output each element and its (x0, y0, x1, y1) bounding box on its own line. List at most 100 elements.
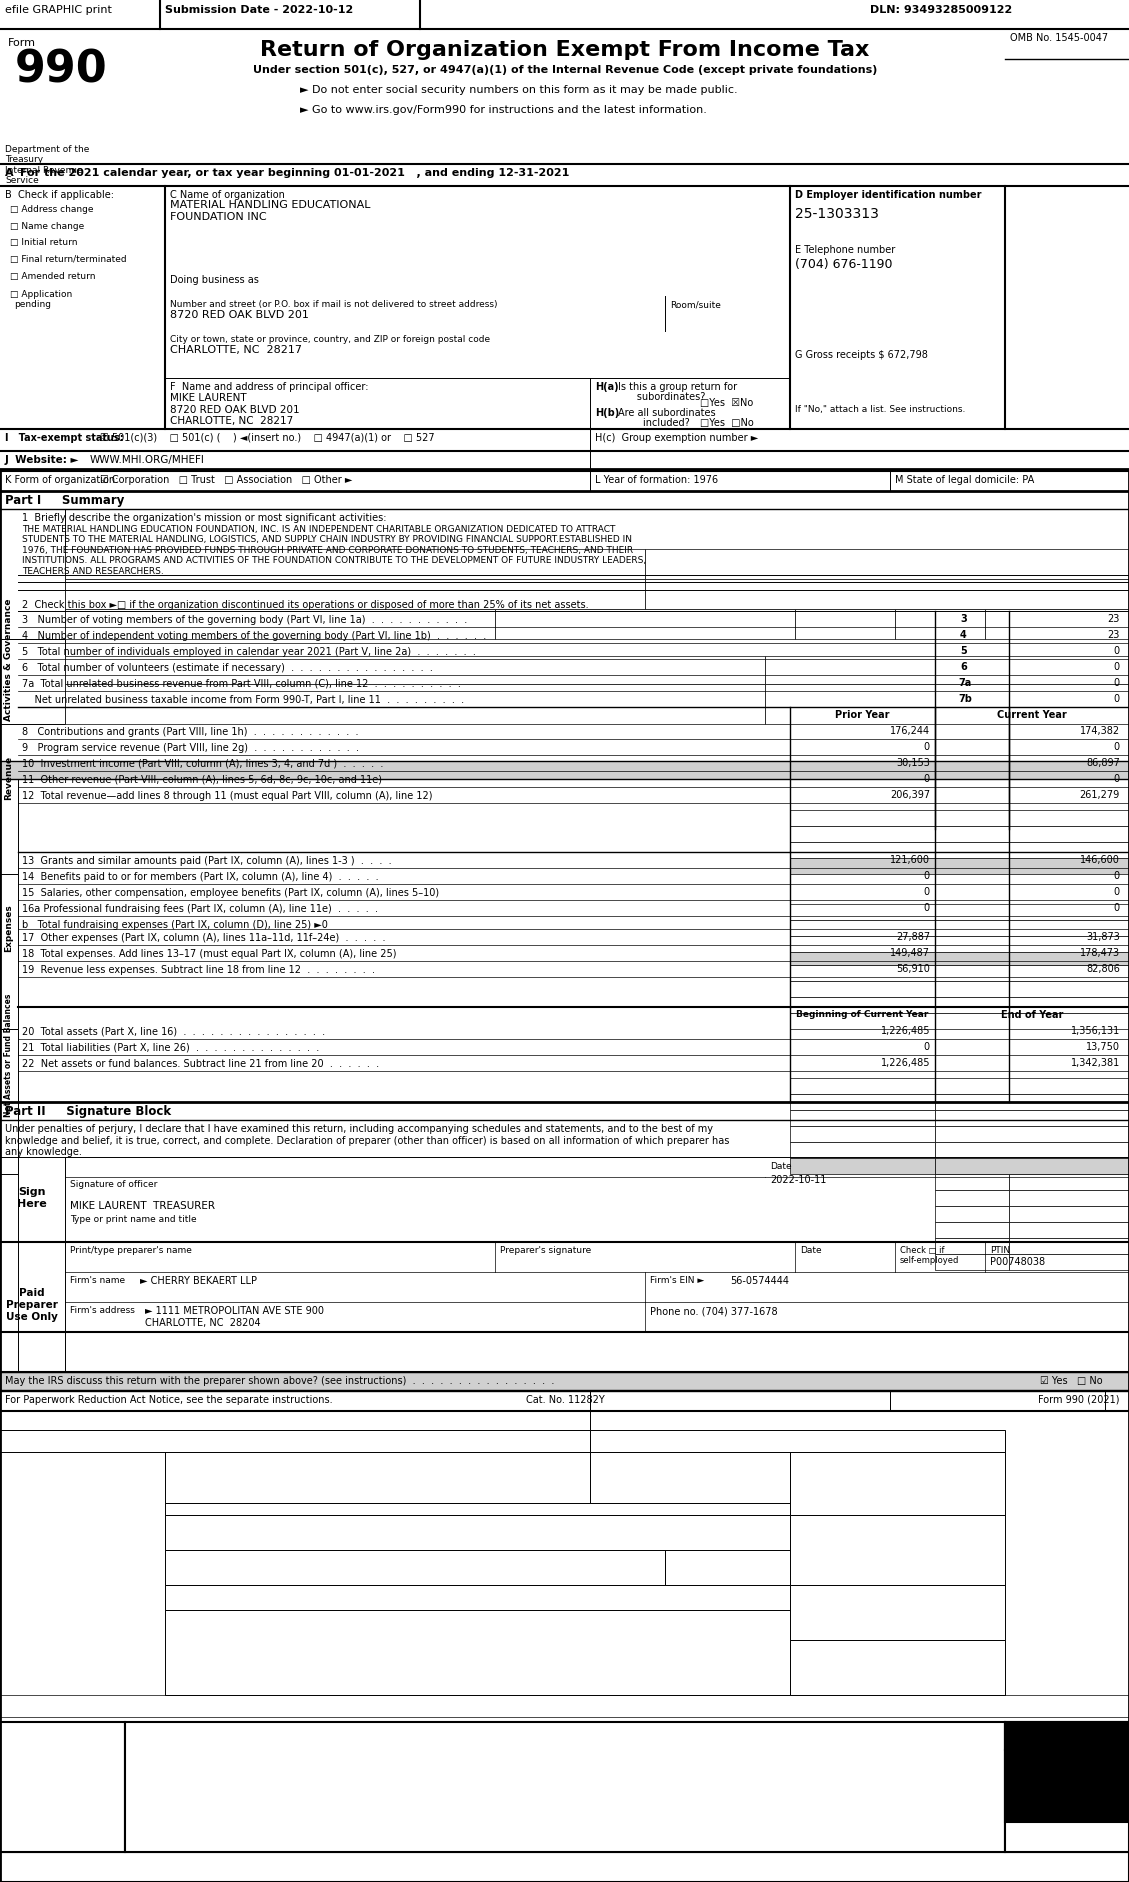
Bar (790, 1095, 935, 1110)
Text: 18  Total expenses. Add lines 13–17 (must equal Part IX, column (A), line 25): 18 Total expenses. Add lines 13–17 (must… (21, 949, 396, 958)
Bar (984, 610, 1129, 640)
Text: ☑ Yes   □ No: ☑ Yes □ No (1040, 1376, 1103, 1385)
Bar (0, 1391, 590, 1410)
Bar (165, 1453, 590, 1504)
Text: 0: 0 (924, 903, 930, 913)
Text: Current Year: Current Year (997, 710, 1067, 719)
Bar (165, 1515, 790, 1551)
Text: □Yes  ☒No: □Yes ☒No (700, 397, 753, 408)
Text: Date: Date (800, 1246, 822, 1253)
Text: DLN: 93493285009122: DLN: 93493285009122 (870, 6, 1013, 15)
Text: 1,342,381: 1,342,381 (1070, 1058, 1120, 1067)
Text: 3: 3 (960, 614, 966, 623)
Bar (165, 1504, 790, 1515)
Text: 0: 0 (1114, 662, 1120, 672)
Bar (935, 982, 1129, 997)
Text: F  Name and address of principal officer:: F Name and address of principal officer: (170, 382, 368, 391)
Text: Activities & Governance: Activities & Governance (5, 598, 14, 721)
Bar (1009, 1174, 1129, 1191)
Text: 8   Contributions and grants (Part VIII, line 1h)  .  .  .  .  .  .  .  .  .  . : 8 Contributions and grants (Part VIII, l… (21, 726, 359, 736)
Bar (590, 1453, 790, 1504)
Bar (935, 826, 1129, 843)
Bar (935, 1174, 1009, 1191)
Text: Type or print name and title: Type or print name and title (70, 1214, 196, 1223)
Text: 0: 0 (1114, 742, 1120, 751)
Bar (1009, 1238, 1129, 1253)
Bar (0, 1029, 18, 1174)
Text: efile GRAPHIC print: efile GRAPHIC print (5, 6, 112, 15)
Bar (935, 1159, 1129, 1174)
Text: Net unrelated business taxable income from Form 990-T, Part I, line 11  .  .  . : Net unrelated business taxable income fr… (21, 694, 464, 704)
Text: 82,806: 82,806 (1086, 964, 1120, 973)
Bar (790, 997, 935, 1014)
Bar (935, 1221, 1009, 1238)
Bar (790, 982, 935, 997)
Bar (790, 1159, 935, 1174)
Bar (790, 858, 935, 875)
Text: 16a Professional fundraising fees (Part IX, column (A), line 11e)  .  .  .  .  .: 16a Professional fundraising fees (Part … (21, 903, 378, 913)
Bar (935, 965, 1129, 982)
Text: 25-1303313: 25-1303313 (795, 207, 878, 220)
Text: Department of the
Treasury
Internal Revenue
Service: Department of the Treasury Internal Reve… (5, 145, 89, 184)
Text: Return of Organization Exempt From Income Tax: Return of Organization Exempt From Incom… (261, 40, 869, 60)
Bar (765, 685, 1129, 725)
Text: 12  Total revenue—add lines 8 through 11 (must equal Part VIII, column (A), line: 12 Total revenue—add lines 8 through 11 … (21, 790, 432, 800)
Text: 21  Total liabilities (Part X, line 26)  .  .  .  .  .  .  .  .  .  .  .  .  .  : 21 Total liabilities (Part X, line 26) .… (21, 1043, 320, 1052)
Bar (790, 905, 935, 920)
Bar (125, 1722, 1005, 1852)
Text: ☑ 501(c)(3)    □ 501(c) (    ) ◄(insert no.)    □ 4947(a)(1) or    □ 527: ☑ 501(c)(3) □ 501(c) ( ) ◄(insert no.) □… (100, 433, 435, 442)
Bar (1009, 1191, 1129, 1206)
Bar (790, 952, 935, 965)
Text: 2022-10-11: 2022-10-11 (770, 1174, 826, 1184)
Bar (935, 1110, 1129, 1127)
Text: J  Website: ►: J Website: ► (5, 455, 79, 465)
Bar (935, 1142, 1129, 1159)
Text: 14  Benefits paid to or for members (Part IX, column (A), line 4)  .  .  .  .  .: 14 Benefits paid to or for members (Part… (21, 871, 378, 881)
Bar (935, 1206, 1009, 1221)
Bar (935, 1127, 1129, 1142)
Bar (935, 858, 1129, 875)
Text: 0: 0 (1114, 646, 1120, 655)
Text: Submission Date - 2022-10-12: Submission Date - 2022-10-12 (165, 6, 353, 15)
Text: Number and street (or P.O. box if mail is not delivered to street address): Number and street (or P.O. box if mail i… (170, 299, 498, 309)
Text: H(c)  Group exemption number ►: H(c) Group exemption number ► (595, 433, 759, 442)
Bar (790, 1585, 1005, 1639)
Text: □ Final return/terminated: □ Final return/terminated (10, 254, 126, 263)
Text: 30,153: 30,153 (896, 758, 930, 768)
Text: B  Check if applicable:: B Check if applicable: (5, 190, 114, 199)
Bar (790, 1127, 935, 1142)
Bar (790, 843, 935, 858)
Text: ► Do not enter social security numbers on this form as it may be made public.: ► Do not enter social security numbers o… (300, 85, 737, 94)
Text: ► Go to www.irs.gov/Form990 for instructions and the latest information.: ► Go to www.irs.gov/Form990 for instruct… (300, 105, 707, 115)
Text: Preparer's signature: Preparer's signature (500, 1246, 592, 1253)
Text: PTIN: PTIN (990, 1246, 1010, 1253)
Text: H(b): H(b) (595, 408, 619, 418)
Text: 149,487: 149,487 (890, 947, 930, 958)
Text: G Gross receipts $ 672,798: G Gross receipts $ 672,798 (795, 350, 928, 359)
Bar (0, 510, 65, 640)
Text: 11  Other revenue (Part VIII, column (A), lines 5, 6d, 8c, 9c, 10c, and 11e): 11 Other revenue (Part VIII, column (A),… (21, 775, 382, 785)
Text: □ Amended return: □ Amended return (10, 271, 96, 280)
Text: Phone no. (704) 377-1678: Phone no. (704) 377-1678 (650, 1306, 778, 1316)
Text: K Form of organization:: K Form of organization: (5, 474, 119, 486)
Text: For Paperwork Reduction Act Notice, see the separate instructions.: For Paperwork Reduction Act Notice, see … (5, 1395, 333, 1404)
Bar (935, 843, 1129, 858)
Text: 6   Total number of volunteers (estimate if necessary)  .  .  .  .  .  .  .  .  : 6 Total number of volunteers (estimate i… (21, 662, 432, 672)
Text: E Telephone number: E Telephone number (795, 245, 895, 254)
Bar (1009, 1206, 1129, 1221)
Bar (0, 640, 65, 725)
Text: 0: 0 (1114, 886, 1120, 896)
Text: Are all subordinates: Are all subordinates (618, 408, 716, 418)
Text: M State of legal domicile: PA: M State of legal domicile: PA (895, 474, 1034, 486)
Text: May the IRS discuss this return with the preparer shown above? (see instructions: May the IRS discuss this return with the… (5, 1376, 554, 1385)
Text: P00748038: P00748038 (990, 1257, 1045, 1267)
Bar (1009, 1221, 1129, 1238)
Text: Beginning of Current Year: Beginning of Current Year (796, 1009, 928, 1018)
Bar (0, 1052, 18, 1372)
Text: Expenses: Expenses (5, 903, 14, 952)
Bar (665, 1551, 790, 1585)
Text: L Year of formation: 1976: L Year of formation: 1976 (595, 474, 718, 486)
Text: 0: 0 (1114, 903, 1120, 913)
Text: 5   Total number of individuals employed in calendar year 2021 (Part V, line 2a): 5 Total number of individuals employed i… (21, 647, 476, 657)
Text: C Name of organization: C Name of organization (170, 190, 285, 199)
